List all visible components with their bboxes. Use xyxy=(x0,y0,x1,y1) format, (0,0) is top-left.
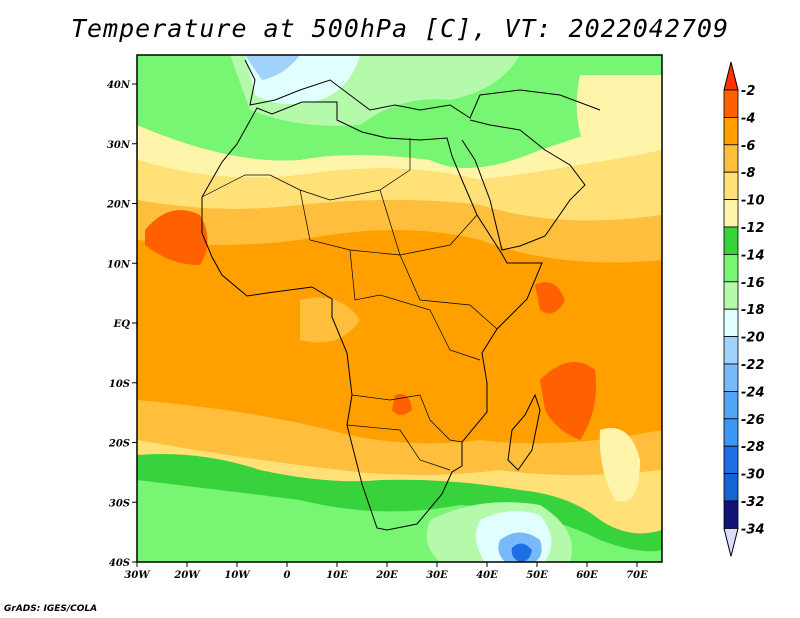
colorbar-label: -28 xyxy=(741,440,765,455)
colorbar-label: -4 xyxy=(741,111,755,126)
colorbar-box xyxy=(723,445,739,475)
map-frame xyxy=(136,54,663,563)
colorbar-box xyxy=(723,336,739,365)
lat-label: 10N xyxy=(107,259,131,270)
lat-label: 40S xyxy=(109,558,130,569)
colorbar-box xyxy=(723,253,739,283)
colorbar: -2 -4 -6 -8 -10 -12 -14 -16 -18 -20 -22 -24 -26 -28 -3… xyxy=(723,61,765,557)
colorbar-box xyxy=(723,89,739,118)
colorbar-box xyxy=(723,226,739,255)
colorbar-label: -32 xyxy=(741,495,765,510)
colorbar-label: -10 xyxy=(741,194,765,209)
chart-title: Temperature at 500hPa [C], VT: 202204270… xyxy=(70,14,730,43)
borders xyxy=(201,138,411,201)
lon-label: 20W xyxy=(173,570,201,581)
lat-label: 20S xyxy=(108,439,130,450)
colorbar-label: -34 xyxy=(741,522,765,537)
europe-coast xyxy=(244,59,601,119)
coastlines xyxy=(201,59,601,531)
colorbar-box xyxy=(723,117,739,146)
colorbar-box xyxy=(723,199,739,228)
colorbar-label: -24 xyxy=(741,385,765,400)
lat-label: 40N xyxy=(107,80,131,91)
arabia-outline xyxy=(461,119,586,251)
lon-label: 20E xyxy=(375,570,398,581)
colorbar-label: -2 xyxy=(741,84,755,99)
lon-label: 10W xyxy=(224,570,251,581)
lon-label: 70E xyxy=(626,570,648,581)
colorbar-bottom-triangle xyxy=(723,527,739,557)
lon-label: 0 xyxy=(284,570,291,581)
colorbar-label: -26 xyxy=(741,413,765,428)
temperature-field xyxy=(137,55,662,562)
colorbar-label: -22 xyxy=(741,358,765,373)
colorbar-box xyxy=(723,171,739,200)
colorbar-label: -6 xyxy=(741,139,755,154)
colorbar-box xyxy=(723,390,739,420)
lat-label: 30S xyxy=(109,498,130,509)
colorbar-box xyxy=(723,281,739,310)
colorbar-box xyxy=(723,308,739,338)
lon-label: 50E xyxy=(526,570,548,581)
lat-label: 30N xyxy=(107,140,131,151)
colorbar-box xyxy=(723,363,739,392)
lat-label: EQ xyxy=(113,319,131,330)
colorbar-box xyxy=(723,144,739,173)
lat-label: 10S xyxy=(109,379,130,390)
lon-label: 30E xyxy=(426,570,448,581)
colorbar-box xyxy=(723,418,739,447)
longitude-axis: 30W 20W 10W 0 10E 20E 30E 40E 50E 60E 70E xyxy=(124,562,648,581)
colorbar-label: -30 xyxy=(741,468,765,483)
colorbar-label: -14 xyxy=(741,248,765,263)
colorbar-box xyxy=(723,473,739,502)
lat-label: 20N xyxy=(106,200,131,211)
africa-outline xyxy=(201,101,543,531)
latitude-axis: 40N 30N 20N 10N EQ 10S 20S 30S 40S xyxy=(106,80,137,569)
colorbar-top-triangle xyxy=(723,61,739,91)
colorbar-label: -12 xyxy=(741,221,765,236)
colorbar-label: -8 xyxy=(741,166,755,181)
lon-label: 40E xyxy=(476,570,498,581)
lon-label: 30W xyxy=(124,570,151,581)
colorbar-label: -18 xyxy=(741,303,765,318)
madagascar-outline xyxy=(507,393,541,471)
lon-label: 10E xyxy=(326,570,348,581)
colorbar-label: -20 xyxy=(741,331,765,346)
grads-credit: GrADS: IGES/COLA xyxy=(4,604,98,614)
colorbar-box xyxy=(723,500,739,529)
lon-label: 60E xyxy=(576,570,598,581)
colorbar-label: -16 xyxy=(741,276,765,291)
